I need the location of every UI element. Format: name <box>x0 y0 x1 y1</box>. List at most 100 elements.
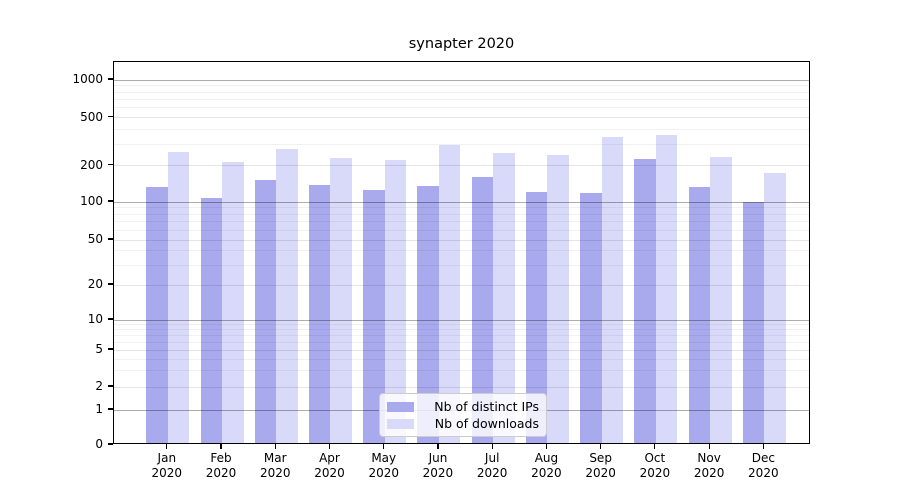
legend-swatch-distinct-ips-icon <box>387 401 414 412</box>
x-tick-month: Feb <box>210 451 232 465</box>
x-tick-month: Jun <box>428 451 448 465</box>
x-tick-month: Oct <box>644 451 666 465</box>
x-tick-year: 2020 <box>476 466 508 480</box>
bar-downloads-jan <box>167 152 190 443</box>
legend-entry-downloads: Nb of downloads <box>387 416 539 431</box>
y-tick-label-200: 200 <box>80 157 103 172</box>
bar-distinct-ips-may <box>363 189 385 443</box>
legend-entry-distinct-ips: Nb of distinct IPs <box>387 399 539 414</box>
x-tick-year: 2020 <box>314 466 345 480</box>
bar-distinct-ips-nov <box>688 186 711 443</box>
x-tick-mark <box>708 444 710 449</box>
x-tick-mark <box>220 444 222 449</box>
y-tick-label-500: 500 <box>80 109 103 124</box>
x-tick-mark <box>762 444 764 449</box>
x-tick-label-dec: Dec 2020 <box>733 451 793 481</box>
x-tick-month: Jul <box>484 451 500 465</box>
y-tick-mark <box>108 163 113 166</box>
legend: Nb of distinct IPs Nb of downloads <box>379 393 547 437</box>
x-tick-year: 2020 <box>259 466 291 480</box>
y-tick-label-2: 2 <box>95 379 103 393</box>
bar-downloads-apr <box>330 157 352 443</box>
x-tick-month: Mar <box>263 451 287 465</box>
x-tick-month: Apr <box>319 451 340 465</box>
x-tick-label-jun: Jun 2020 <box>408 451 468 481</box>
bar-downloads-nov <box>710 156 732 443</box>
bar-distinct-ips-dec <box>742 202 765 443</box>
bar-downloads-aug <box>547 155 569 443</box>
bar-downloads-feb <box>222 162 244 443</box>
x-tick-month: Aug <box>534 451 559 465</box>
x-tick-year: 2020 <box>748 466 779 480</box>
y-tick-label-0: 0 <box>95 437 103 451</box>
x-tick-label-oct: Oct 2020 <box>625 451 685 481</box>
y-tick-label-5: 5 <box>95 342 103 356</box>
x-tick-month: Jan <box>157 451 177 465</box>
bar-distinct-ips-mar <box>254 180 277 443</box>
x-tick-year: 2020 <box>531 466 562 480</box>
x-tick-month: Dec <box>751 451 775 465</box>
chart-title: synapter 2020 <box>408 36 515 52</box>
x-tick-label-sep: Sep 2020 <box>571 451 631 481</box>
legend-label-distinct-ips: Nb of distinct IPs <box>434 399 539 414</box>
x-tick-year: 2020 <box>205 466 237 480</box>
bar-downloads-oct <box>655 134 678 443</box>
y-tick-mark <box>108 115 113 118</box>
bar-layer <box>114 62 809 443</box>
bar-distinct-ips-jan <box>146 187 168 443</box>
x-tick-label-aug: Aug 2020 <box>516 451 576 481</box>
y-tick-mark <box>108 443 113 445</box>
y-tick-mark <box>108 385 113 387</box>
x-tick-year: 2020 <box>585 466 616 480</box>
y-tick-label-1: 1 <box>95 402 103 416</box>
bar-downloads-jun <box>438 145 461 443</box>
y-tick-mark <box>108 200 113 202</box>
y-tick-label-20: 20 <box>87 277 103 291</box>
x-tick-label-jan: Jan 2020 <box>137 451 197 481</box>
y-tick-mark <box>108 78 113 80</box>
x-tick-label-may: May 2020 <box>354 451 414 481</box>
y-tick-mark <box>108 408 113 410</box>
x-tick-year: 2020 <box>639 466 671 480</box>
x-tick-label-jul: Jul 2020 <box>462 451 522 481</box>
y-tick-label-100: 100 <box>80 194 103 208</box>
bar-downloads-may <box>384 160 407 443</box>
x-tick-label-apr: Apr 2020 <box>299 451 359 481</box>
x-tick-mark <box>274 444 276 449</box>
y-tick-mark <box>108 318 113 320</box>
x-tick-label-feb: Feb 2020 <box>191 451 251 481</box>
bar-distinct-ips-jun <box>417 185 439 443</box>
y-tick-mark <box>108 283 113 285</box>
plot-area <box>113 61 810 444</box>
x-tick-month: May <box>371 451 397 465</box>
bar-downloads-dec <box>764 173 786 443</box>
y-tick-label-10: 10 <box>87 312 103 326</box>
bar-distinct-ips-feb <box>200 197 223 443</box>
x-tick-label-nov: Nov 2020 <box>679 451 739 481</box>
y-tick-label-50: 50 <box>87 232 103 246</box>
bar-distinct-ips-aug <box>525 192 548 443</box>
x-tick-mark <box>654 444 656 449</box>
y-tick-mark <box>108 238 113 240</box>
x-tick-year: 2020 <box>368 466 399 480</box>
x-tick-mark <box>328 444 331 449</box>
bar-downloads-mar <box>276 149 298 443</box>
legend-label-downloads: Nb of downloads <box>434 416 539 431</box>
x-tick-year: 2020 <box>693 466 725 480</box>
y-tick-mark <box>108 348 113 350</box>
x-tick-year: 2020 <box>422 466 454 480</box>
x-tick-mark <box>600 444 602 449</box>
legend-swatch-downloads-icon <box>387 418 414 429</box>
x-tick-mark <box>545 444 547 449</box>
x-tick-mark <box>491 444 493 449</box>
x-tick-mark <box>437 444 439 449</box>
bar-distinct-ips-oct <box>634 158 656 443</box>
bar-downloads-sep <box>601 136 624 443</box>
bar-distinct-ips-apr <box>308 184 331 443</box>
x-tick-mark <box>383 444 385 449</box>
bar-distinct-ips-jul <box>471 176 494 443</box>
x-tick-year: 2020 <box>151 466 183 480</box>
y-tick-label-1000: 1000 <box>72 72 103 86</box>
x-tick-mark <box>166 444 168 449</box>
